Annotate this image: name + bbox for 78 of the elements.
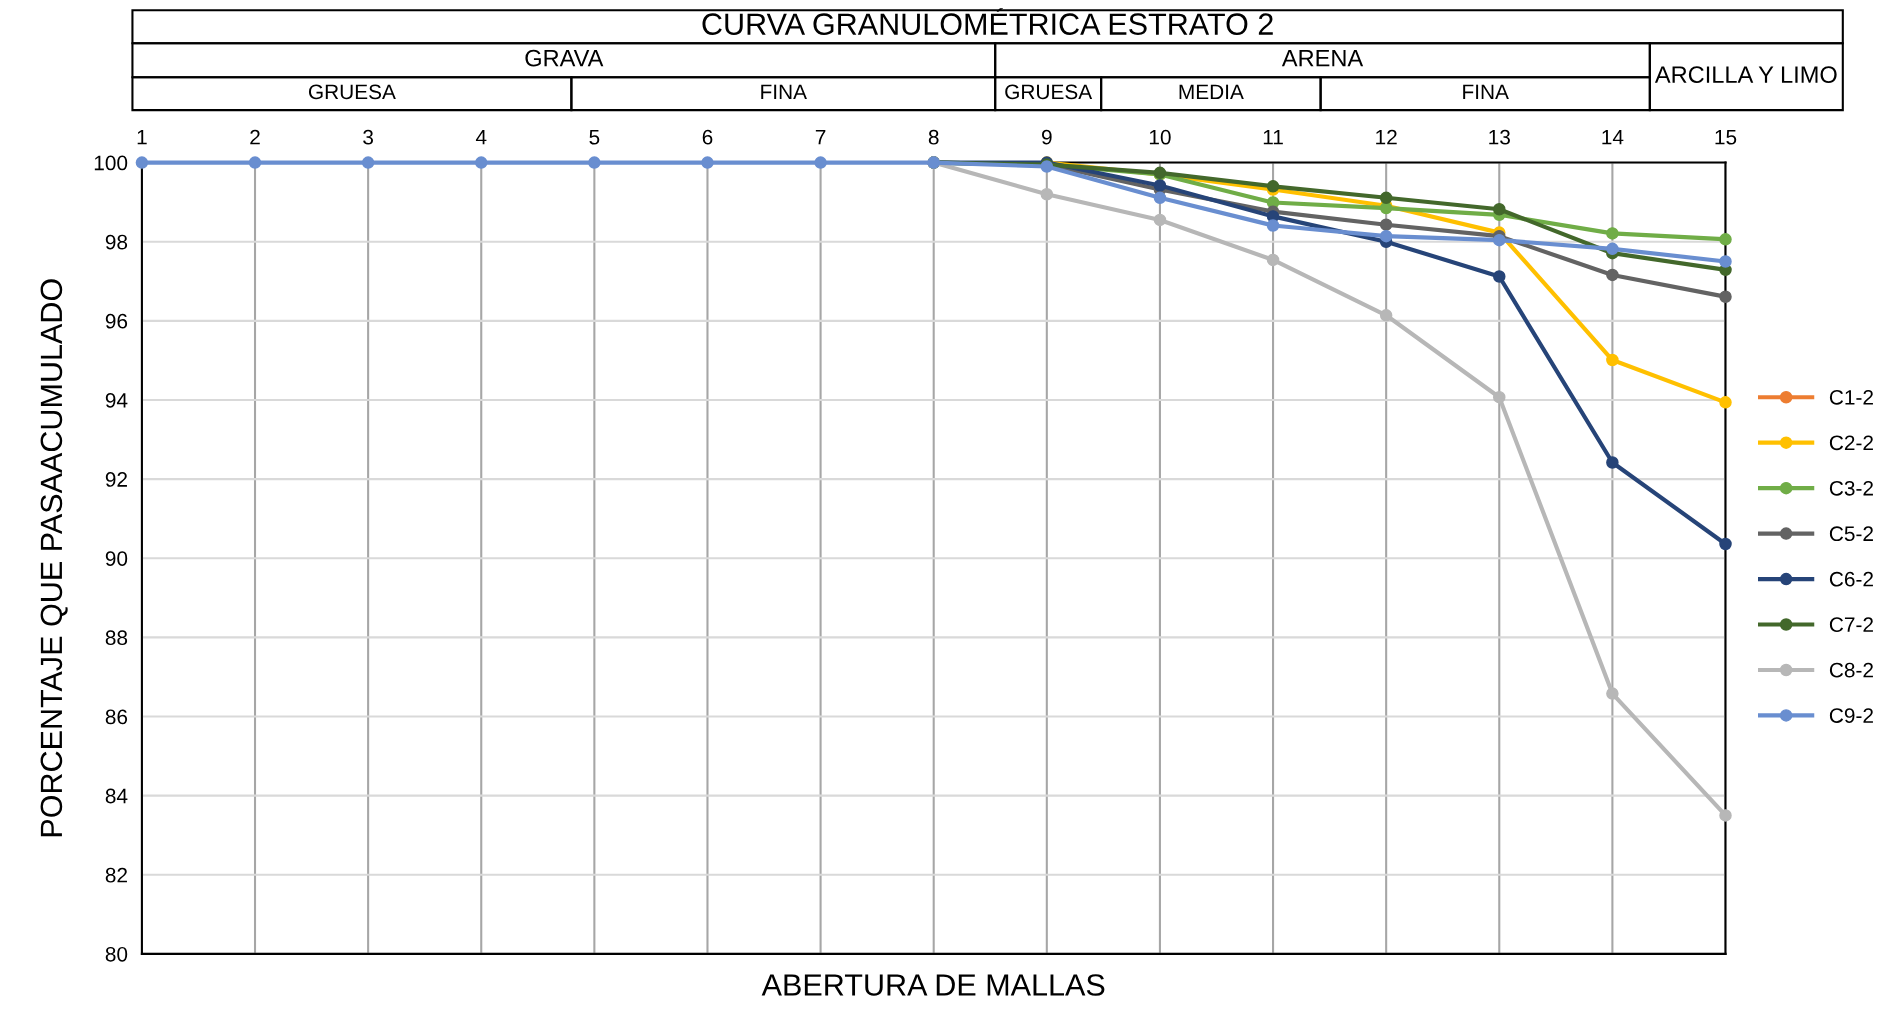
x-tick-label: 13: [1489, 129, 1510, 145]
point: [1379, 309, 1393, 322]
legend-label: C2-2: [1829, 435, 1873, 451]
point: [1719, 290, 1732, 303]
point: [1719, 809, 1732, 822]
point: [1040, 187, 1054, 201]
legend-label: C3-2: [1829, 480, 1873, 496]
point: [1153, 213, 1167, 227]
point: [1606, 456, 1619, 469]
point: [1379, 191, 1393, 205]
text: GRAVA: [525, 49, 604, 67]
x-tick-label: 9: [1042, 129, 1052, 145]
point: [1379, 218, 1393, 231]
text: GRUESA: [1005, 84, 1093, 100]
point: [1606, 227, 1619, 240]
point: [1493, 233, 1506, 247]
x-tick-label: 14: [1602, 130, 1624, 145]
x-tick-label: 10: [1149, 129, 1171, 145]
y-tick-label: 90: [105, 551, 128, 566]
legend-label: C8-2: [1829, 662, 1873, 678]
point: [1266, 219, 1280, 232]
point: [135, 156, 149, 169]
point: [1719, 537, 1732, 551]
x-tick-label: 15: [1715, 130, 1737, 145]
x-tick-label: 7: [815, 130, 826, 145]
point: [1266, 253, 1280, 267]
y-tick-label: 92: [105, 472, 127, 487]
point: [1493, 270, 1506, 283]
text: ARCILLA Y LIMO: [1654, 66, 1837, 83]
point: [1606, 687, 1619, 700]
y-tick-label: 94: [105, 392, 128, 408]
x-tick-label: 2: [250, 129, 260, 145]
x-axis-title: ABERTURA DE MALLAS: [761, 974, 1105, 996]
point: [701, 156, 714, 169]
point: [1493, 203, 1506, 216]
x-tick-label: 8: [928, 129, 939, 145]
point: [814, 156, 827, 169]
x-tick-label: 12: [1376, 129, 1397, 145]
y-tick-label: 86: [105, 709, 128, 725]
point: [588, 156, 601, 169]
legend-label: C1-2: [1829, 389, 1873, 405]
y-tick-label: 96: [105, 313, 128, 329]
point: [361, 156, 375, 169]
x-tick-label: 5: [589, 130, 600, 145]
chart-title: CURVA GRANULOMÉTRICA ESTRATO 2: [702, 8, 1273, 35]
x-tick-label: 3: [363, 129, 374, 145]
text: ARENA: [1281, 50, 1364, 67]
point: [1153, 191, 1167, 205]
point: [1719, 396, 1732, 409]
legend-label: C6-2: [1829, 571, 1873, 587]
x-tick-label: 11: [1263, 130, 1283, 145]
y-tick-label: 84: [105, 788, 128, 804]
text: FINA: [1463, 84, 1509, 100]
x-tick-label: 1: [137, 130, 147, 145]
legend-label: C5-2: [1829, 526, 1873, 542]
y-tick-label: 98: [105, 234, 128, 250]
point: [474, 156, 488, 169]
y-tick-label: 88: [105, 630, 128, 646]
point: [1153, 179, 1167, 192]
text: MEDIA: [1179, 84, 1244, 100]
legend-label: C7-2: [1829, 617, 1873, 633]
point: [1719, 233, 1732, 246]
y-axis-title: PORCENTAJE QUE PASAACUMULADO: [40, 279, 68, 837]
y-tick-label: 82: [105, 867, 127, 883]
point: [1493, 390, 1506, 404]
point: [1606, 353, 1619, 367]
point: [248, 156, 262, 169]
point: [1379, 229, 1393, 243]
x-tick-label: 6: [702, 129, 713, 145]
text: FINA: [761, 84, 807, 100]
x-tick-label: 4: [475, 130, 487, 145]
text: GRUESA: [308, 84, 396, 100]
y-tick-label: 80: [105, 946, 128, 962]
y-tick-label: 100: [94, 155, 128, 171]
point: [1606, 242, 1619, 256]
point: [1606, 268, 1619, 282]
point: [1719, 255, 1732, 268]
legend-label: C9-2: [1829, 708, 1873, 723]
